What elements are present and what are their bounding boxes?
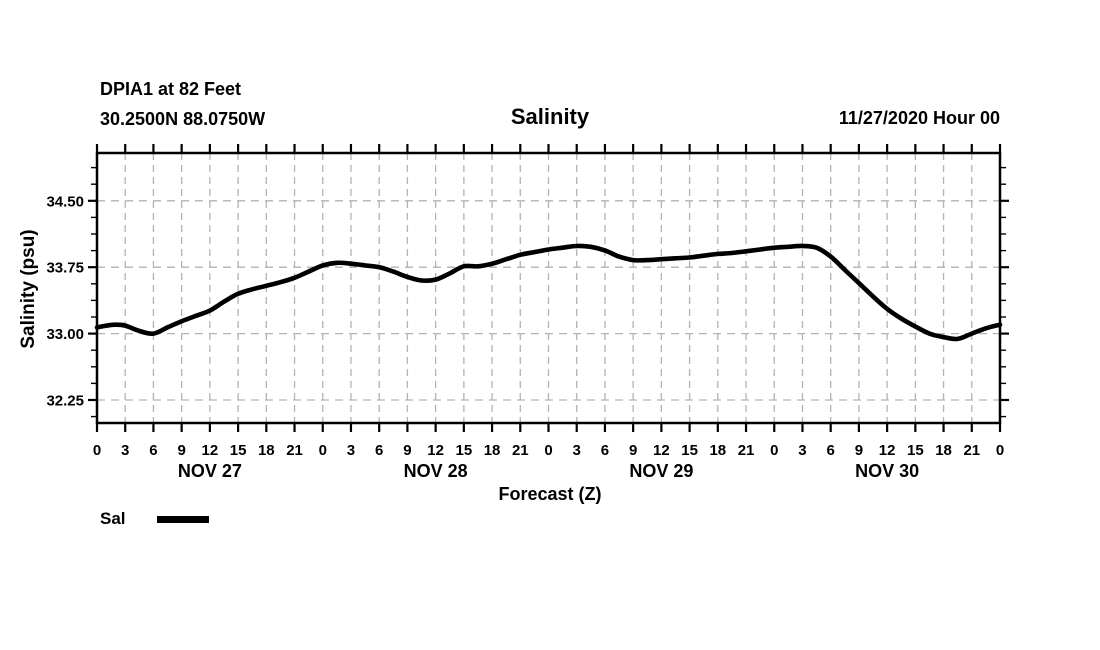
day-labels: NOV 27 NOV 28 NOV 29 NOV 30 xyxy=(178,461,919,481)
svg-text:9: 9 xyxy=(177,442,185,459)
svg-text:6: 6 xyxy=(375,442,383,459)
y-axis-title: Salinity (psu) xyxy=(18,229,39,349)
svg-text:3: 3 xyxy=(573,442,581,459)
svg-text:21: 21 xyxy=(512,442,529,459)
svg-text:6: 6 xyxy=(149,442,157,459)
svg-text:0: 0 xyxy=(93,442,101,459)
series-line-sal xyxy=(94,243,1003,342)
svg-text:21: 21 xyxy=(963,442,980,459)
svg-text:12: 12 xyxy=(202,442,219,459)
svg-text:15: 15 xyxy=(907,442,924,459)
grid-vertical-lines xyxy=(124,153,973,423)
svg-text:0: 0 xyxy=(319,442,327,459)
svg-text:15: 15 xyxy=(456,442,473,459)
svg-text:3: 3 xyxy=(798,442,806,459)
legend-line-swatch xyxy=(156,515,209,523)
svg-text:15: 15 xyxy=(230,442,247,459)
svg-text:NOV 29: NOV 29 xyxy=(629,461,693,481)
svg-text:15: 15 xyxy=(681,442,698,459)
svg-text:32.25: 32.25 xyxy=(46,392,84,409)
svg-text:3: 3 xyxy=(347,442,355,459)
station-name: DPIA1 at 82 Feet xyxy=(100,79,242,99)
svg-text:34.50: 34.50 xyxy=(46,193,84,210)
svg-text:0: 0 xyxy=(770,442,778,459)
svg-text:12: 12 xyxy=(427,442,444,459)
svg-text:6: 6 xyxy=(601,442,609,459)
svg-text:21: 21 xyxy=(738,442,755,459)
svg-text:12: 12 xyxy=(879,442,896,459)
svg-text:6: 6 xyxy=(827,442,835,459)
run-timestamp: 11/27/2020 Hour 00 xyxy=(838,108,1000,128)
x-tick-labels: 0 3 6 9 12 15 18 21 0 3 6 9 12 15 18 21 0 3 6 9 12 15 18 21 0 3 6 9… xyxy=(93,442,1004,459)
y-tick-labels: 32.25 33.00 33.75 34.50 xyxy=(46,193,84,409)
svg-text:9: 9 xyxy=(403,442,411,459)
legend-label: Sal xyxy=(100,509,126,528)
svg-text:18: 18 xyxy=(258,442,275,459)
svg-text:9: 9 xyxy=(629,442,637,459)
svg-text:18: 18 xyxy=(709,442,726,459)
x-axis-title: Forecast (Z) xyxy=(498,484,602,504)
svg-text:18: 18 xyxy=(484,442,501,459)
svg-text:33.00: 33.00 xyxy=(46,326,84,343)
grid-horizontal-lines xyxy=(97,200,1000,401)
svg-text:9: 9 xyxy=(855,442,863,459)
svg-text:NOV 30: NOV 30 xyxy=(855,461,919,481)
legend: Sal xyxy=(100,509,209,529)
chart-title: Salinity xyxy=(510,104,590,129)
svg-text:18: 18 xyxy=(935,442,952,459)
svg-text:0: 0 xyxy=(544,442,552,459)
svg-text:0: 0 xyxy=(996,442,1004,459)
svg-text:21: 21 xyxy=(286,442,303,459)
svg-text:NOV 28: NOV 28 xyxy=(404,461,468,481)
axis-ticks xyxy=(88,144,1009,432)
station-coords: 30.2500N 88.0750W xyxy=(100,109,266,129)
svg-text:3: 3 xyxy=(121,442,129,459)
svg-text:12: 12 xyxy=(653,442,670,459)
plot-border xyxy=(95,151,1002,425)
svg-text:NOV 27: NOV 27 xyxy=(178,461,242,481)
svg-text:33.75: 33.75 xyxy=(46,260,84,277)
